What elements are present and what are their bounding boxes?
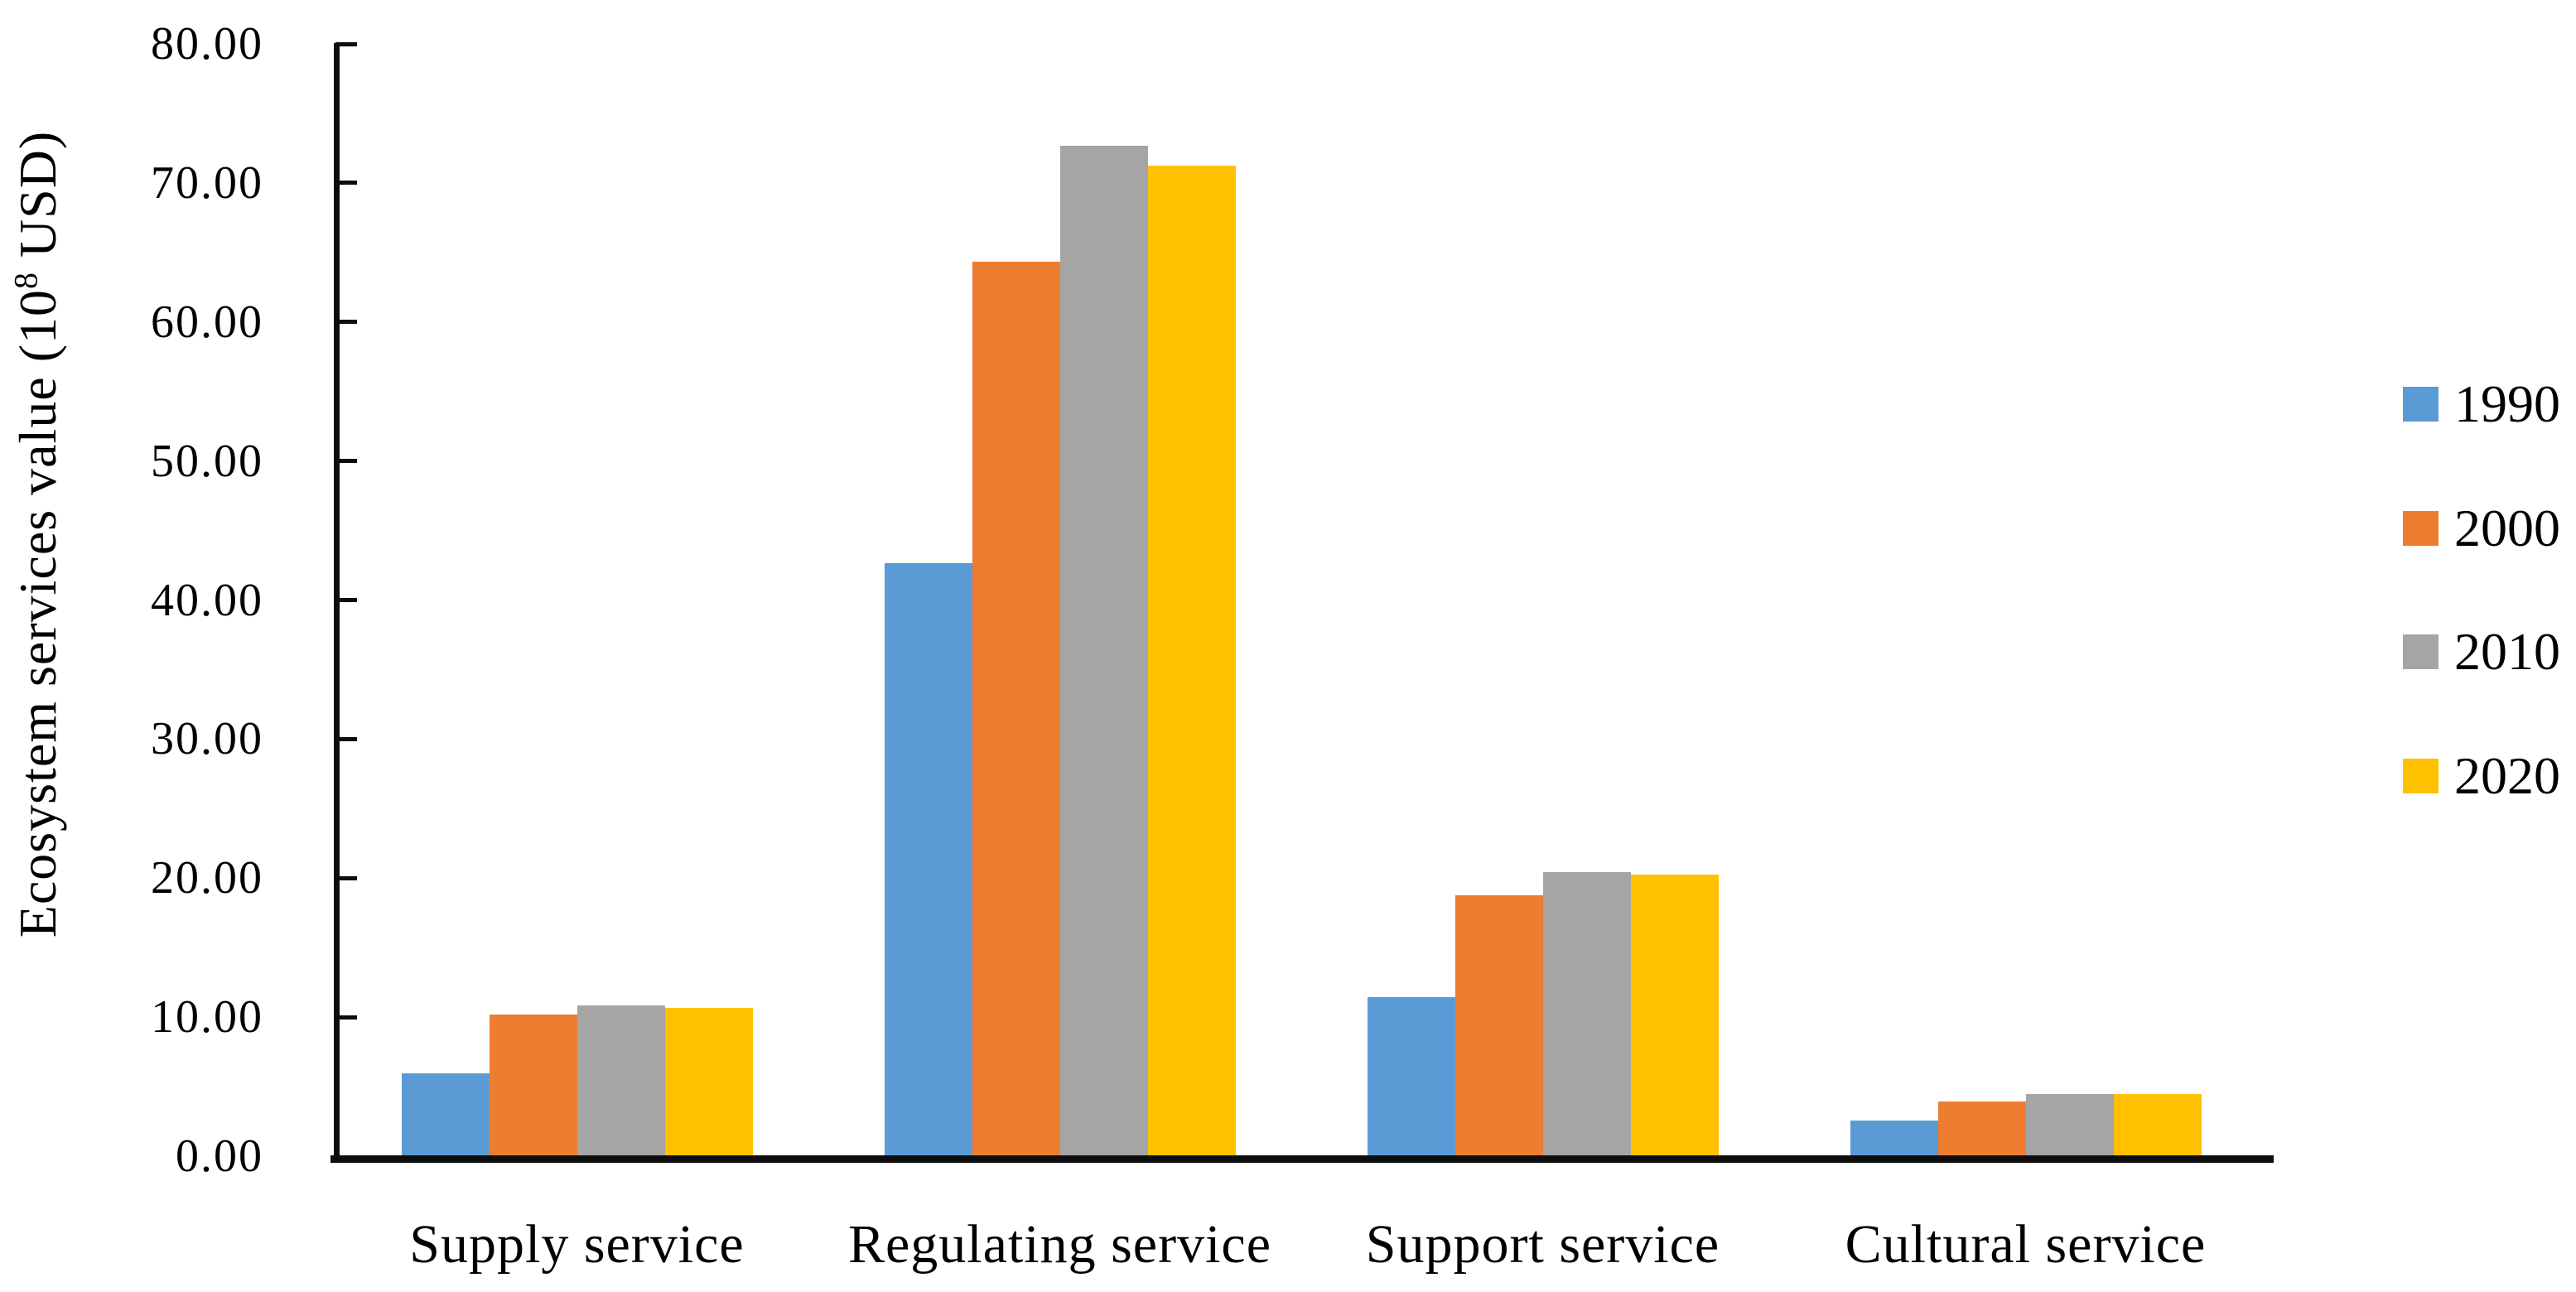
y-axis-title: Ecosystem services value (108 USD) [8, 131, 67, 938]
bar-2010-regulating-service [1059, 146, 1148, 1155]
legend-entry-2000: 2000 [2403, 501, 2560, 554]
y-tick-label-30.00: 30.00 [151, 713, 263, 765]
legend-entry-2010: 2010 [2403, 625, 2560, 678]
bar-1990-supply-service [401, 1073, 490, 1155]
bar-1990-regulating-service [884, 562, 972, 1155]
legend-label-2010: 2010 [2454, 622, 2560, 682]
y-tick-mark-30.00 [335, 736, 357, 741]
legend-entry-2020: 2020 [2403, 749, 2560, 802]
legend-label-2000: 2000 [2454, 498, 2560, 557]
y-tick-label-80.00: 80.00 [151, 18, 263, 70]
bar-1990-support-service [1367, 996, 1455, 1155]
legend-swatch-2010 [2403, 634, 2439, 670]
bar-2000-regulating-service [972, 261, 1060, 1155]
y-tick-label-0.00: 0.00 [176, 1130, 263, 1182]
legend-label-1990: 1990 [2454, 374, 2560, 433]
y-tick-mark-40.00 [335, 598, 357, 602]
x-category-label-supply-service: Supply service [409, 1214, 745, 1275]
bar-2010-cultural-service [2025, 1094, 2114, 1155]
y-tick-mark-60.00 [335, 320, 357, 325]
bar-2010-supply-service [576, 1005, 665, 1155]
bar-2000-support-service [1454, 895, 1543, 1155]
x-category-label-regulating-service: Regulating service [847, 1214, 1272, 1275]
legend-entry-1990: 1990 [2403, 378, 2560, 431]
y-axis-title-suffix: USD) [8, 130, 67, 272]
bar-1990-cultural-service [1850, 1121, 1938, 1155]
legend-swatch-1990 [2403, 387, 2439, 422]
bar-2010-support-service [1542, 871, 1631, 1155]
bar-2000-cultural-service [1937, 1101, 2026, 1155]
x-axis-line [330, 1155, 2274, 1163]
y-tick-label-70.00: 70.00 [151, 157, 263, 209]
y-tick-mark-50.00 [335, 459, 357, 464]
y-axis-title-superscript: 8 [7, 272, 45, 289]
legend-swatch-2000 [2403, 510, 2439, 546]
bar-2000-supply-service [489, 1015, 577, 1155]
legend-swatch-2020 [2403, 758, 2439, 793]
bar-2020-support-service [1630, 874, 1719, 1155]
y-axis-title-prefix: Ecosystem services value (10 [8, 288, 67, 938]
y-tick-mark-10.00 [335, 1015, 357, 1020]
y-tick-mark-70.00 [335, 181, 357, 186]
y-tick-label-10.00: 10.00 [151, 991, 263, 1044]
x-category-label-support-service: Support service [1365, 1214, 1720, 1275]
bar-2020-regulating-service [1147, 165, 1236, 1155]
y-tick-label-40.00: 40.00 [151, 574, 263, 626]
legend-label-2020: 2020 [2454, 745, 2560, 805]
bar-2020-supply-service [664, 1008, 753, 1155]
bar-2020-cultural-service [2113, 1094, 2202, 1155]
y-tick-label-60.00: 60.00 [151, 296, 263, 348]
y-tick-mark-80.00 [335, 41, 357, 46]
y-tick-mark-20.00 [335, 875, 357, 880]
y-tick-label-20.00: 20.00 [151, 852, 263, 904]
y-tick-label-50.00: 50.00 [151, 435, 263, 487]
x-category-label-cultural-service: Cultural service [1845, 1214, 2207, 1275]
y-axis-line [334, 43, 340, 1162]
